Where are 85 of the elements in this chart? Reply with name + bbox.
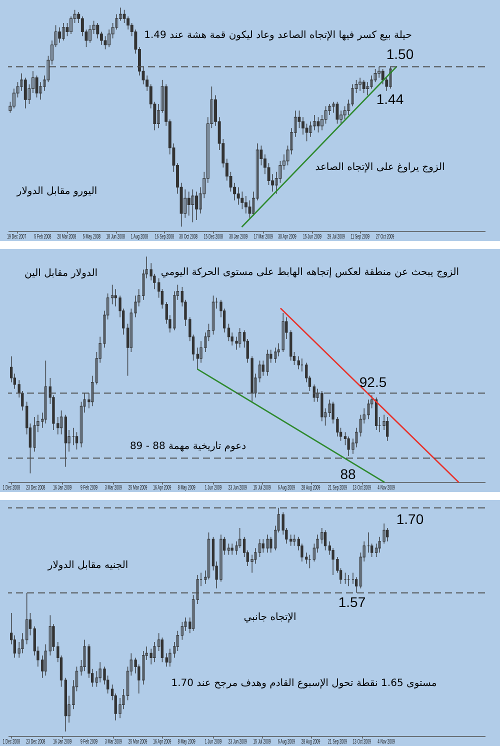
candlestick (75, 432, 78, 450)
annotation: حيلة بيع كسر فيها الإتجاه الصاعد وعاد ليكون قمة هشة عند 1.49 (144, 30, 412, 41)
candlestick (328, 104, 332, 116)
candlestick (153, 642, 156, 663)
candlestick (386, 528, 389, 542)
candlestick (108, 29, 111, 48)
candlestick (207, 532, 210, 580)
candlestick (165, 652, 168, 668)
candlestick (66, 22, 69, 36)
annotation: 1.70 (396, 511, 424, 527)
candlestick (282, 312, 284, 352)
candlestick (336, 101, 339, 124)
annotation: دعوم تاريخية مهمة 88 - 89 (130, 441, 246, 452)
candlestick (12, 88, 16, 109)
candlestick (187, 191, 190, 216)
candlestick (244, 196, 248, 214)
annotation: مستوى 1.65 نقطة تحول الإسبوع القادم وهدف مرجح عند 1.70 (171, 678, 437, 689)
candlestick (309, 121, 312, 138)
candlestick (160, 637, 164, 663)
candlestick (39, 82, 42, 100)
candlestick (10, 356, 13, 383)
annotation: 1.44 (376, 91, 404, 107)
annotation: الإتجاه جانبي (244, 612, 296, 623)
candlestick (381, 68, 384, 85)
candlestick (240, 191, 244, 210)
candlestick (354, 576, 358, 594)
candlestick (388, 66, 392, 90)
candlestick (191, 189, 194, 223)
candlestick (176, 630, 180, 652)
annotation: 92.5 (359, 374, 387, 390)
candlestick (58, 27, 62, 44)
candlestick (258, 360, 262, 383)
candlestick (370, 75, 373, 90)
candlestick (126, 16, 130, 30)
annotation: 1.57 (338, 594, 366, 610)
candlestick (266, 349, 269, 376)
candlestick (24, 77, 27, 109)
candlestick (305, 123, 308, 142)
candlestick (297, 356, 300, 370)
candlestick (28, 612, 32, 636)
candlestick (266, 534, 269, 553)
candlestick (48, 614, 52, 656)
candlestick (278, 160, 282, 184)
candlestick (60, 410, 63, 435)
candlestick (35, 75, 38, 98)
candlestick (378, 66, 381, 78)
candlestick (374, 543, 378, 558)
candlestick (90, 375, 94, 406)
candlestick (312, 114, 316, 131)
annotation: 88 (340, 466, 356, 482)
text: الجنيه مقابل الدولار (46, 560, 128, 571)
annotation: الزوج يراوغ على الإتجاه الصاعد (315, 162, 445, 173)
candlestick (316, 116, 320, 133)
candlestick (386, 416, 389, 442)
candlestick (277, 342, 280, 357)
candlestick (212, 295, 215, 335)
candlestick (324, 106, 328, 124)
text: الدولار مقابل الين (24, 268, 98, 279)
candlestick (227, 323, 230, 342)
candlestick (358, 77, 362, 92)
candlestick (328, 399, 332, 418)
candlestick (195, 191, 198, 220)
annotation: 1.50 (386, 46, 414, 62)
candlestick (324, 530, 327, 551)
candlestick (44, 644, 48, 676)
candlestick (302, 116, 304, 136)
candlestick (192, 594, 195, 632)
candlestick (44, 360, 48, 424)
candlestick (184, 189, 187, 218)
annotation: الزوج يبحث عن منطقة لعكس إتجاهه الهابط على مستوى الحركة اليومي (160, 267, 460, 278)
candlestick (350, 84, 354, 107)
candlestick (88, 24, 92, 44)
text: اليورو مقابل الدولار (16, 186, 98, 197)
candlestick (33, 416, 36, 452)
candlestick (96, 22, 100, 39)
candlestick (366, 82, 370, 96)
candlestick (180, 622, 184, 640)
candlestick (62, 22, 65, 41)
candlestick (70, 16, 72, 34)
candlestick (196, 574, 200, 604)
candlestick (343, 106, 346, 120)
candlestick (362, 80, 366, 94)
candlestick (238, 328, 242, 348)
candlestick (258, 538, 262, 558)
candlestick (236, 186, 240, 206)
